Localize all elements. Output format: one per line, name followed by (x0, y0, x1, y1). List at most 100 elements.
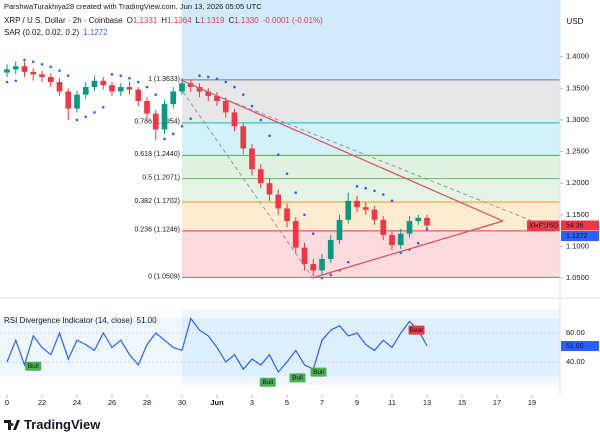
sar-dot (381, 193, 385, 196)
y-tick-label: 1.1500 (566, 210, 589, 219)
candle-body (47, 76, 54, 83)
x-tick-label: 7 (320, 398, 324, 407)
sar-dot (40, 63, 44, 66)
sar-dot (364, 186, 368, 190)
candle-body (179, 83, 185, 92)
y-tick-label: 1.3500 (566, 83, 589, 92)
x-tick-label: 17 (493, 398, 501, 407)
sar-dot (259, 118, 263, 122)
signal-label: Bull (313, 369, 324, 376)
candle-body (231, 112, 238, 127)
logo-icon (4, 420, 20, 430)
y-tick-label: 1.4000 (566, 52, 589, 61)
candle-body (126, 87, 133, 90)
candle-body (170, 91, 177, 105)
candle-body (362, 207, 369, 210)
x-tick-label: 30 (178, 398, 186, 407)
y-axis-label: USD (567, 17, 584, 26)
candle-body (65, 91, 72, 109)
sar-dot (250, 104, 254, 108)
candle-body (222, 100, 229, 113)
x-tick-label: 5 (285, 398, 289, 407)
credit: ParshwaTurakhiya28 created with TradingV… (4, 2, 262, 11)
candle-body (424, 217, 430, 226)
candle-body (39, 74, 45, 77)
sar-dot (390, 199, 394, 203)
candle-body (152, 113, 159, 130)
fib-label: 0.236 (1.1246) (134, 227, 180, 234)
sar-dot (320, 276, 324, 280)
candle-body (319, 259, 325, 271)
candle-body (30, 71, 37, 75)
ohlc-key: C (228, 16, 234, 25)
sar-dot (294, 191, 298, 194)
rsi-title: RSI Divergence Indicator (14, close) (4, 316, 133, 325)
fib-label: 0 (1.0509) (148, 273, 180, 280)
candle-body (301, 247, 308, 265)
sar-legend: SAR (0.02, 0.02, 0.2) 1.1272 (4, 28, 108, 37)
ohlc-value: 1.1364 (167, 16, 192, 25)
sar-dot (49, 65, 53, 69)
x-tick-label: 19 (528, 398, 536, 407)
x-tick-label: 13 (423, 398, 431, 407)
sar-dot (84, 115, 88, 119)
signal-label: Bull (262, 379, 273, 386)
sar-dot (101, 105, 105, 109)
fib-band (182, 79, 560, 123)
sar-dot (31, 60, 35, 64)
fib-label: 0.5 (1.2071) (142, 175, 180, 182)
highlight-region (182, 0, 560, 80)
signal-box (25, 361, 42, 371)
x-tick-label: 28 (143, 398, 151, 407)
countdown-label: 54:36 (566, 222, 584, 229)
fib-band (182, 155, 560, 179)
candle-body (56, 82, 63, 92)
candle-body (292, 221, 299, 248)
signal-box (310, 367, 327, 377)
ohlc-key: L (196, 16, 201, 25)
x-tick-label: 24 (73, 398, 81, 407)
candle-body (327, 240, 334, 260)
candle-body (345, 200, 352, 220)
fib-band (182, 178, 560, 202)
candle-body (4, 69, 10, 73)
signal-label: Bear (410, 327, 425, 334)
sar-dot (163, 137, 166, 141)
candle-body (117, 87, 124, 92)
sar-dot (93, 111, 96, 114)
x-tick-label: 9 (355, 398, 359, 407)
x-tick-label: 26 (108, 398, 116, 407)
x-tick-label: Jun (210, 398, 224, 407)
y-tick-label: 1.0500 (566, 273, 589, 282)
rsi-band (0, 318, 560, 377)
sar-dot (373, 189, 376, 193)
x-tick-label: 22 (38, 398, 46, 407)
sar-dot (346, 260, 350, 264)
logo: TradingView (4, 417, 101, 432)
sar-dot (171, 132, 175, 136)
sar-dot (128, 76, 131, 80)
ohlc-value: 1.1331 (133, 16, 158, 25)
rsi-value-box-label: 51.00 (566, 343, 584, 350)
sar-name: SAR (0.02, 0.02, 0.2) (4, 28, 79, 37)
sar-dot (329, 273, 333, 277)
candle-body (12, 66, 19, 70)
sar-dot (110, 73, 114, 76)
ohlc-value: 1.1319 (200, 16, 225, 25)
fib-band (182, 122, 560, 156)
sar-dot (66, 74, 70, 77)
y-tick-label: 1.3000 (566, 115, 589, 124)
rsi-value-box (561, 341, 599, 352)
candle-body (144, 100, 150, 114)
rsi-line (6, 317, 428, 374)
candle-body (82, 87, 89, 95)
sar-dot (189, 117, 193, 120)
sar-dot (154, 93, 158, 96)
sar-value: 1.1272 (83, 28, 108, 37)
sar-dot (268, 134, 271, 138)
sar-dot (416, 241, 420, 245)
rsi-value: 51.00 (137, 316, 158, 325)
candle-body (371, 209, 378, 220)
candle-body (275, 194, 282, 209)
sar-dot (425, 227, 429, 231)
